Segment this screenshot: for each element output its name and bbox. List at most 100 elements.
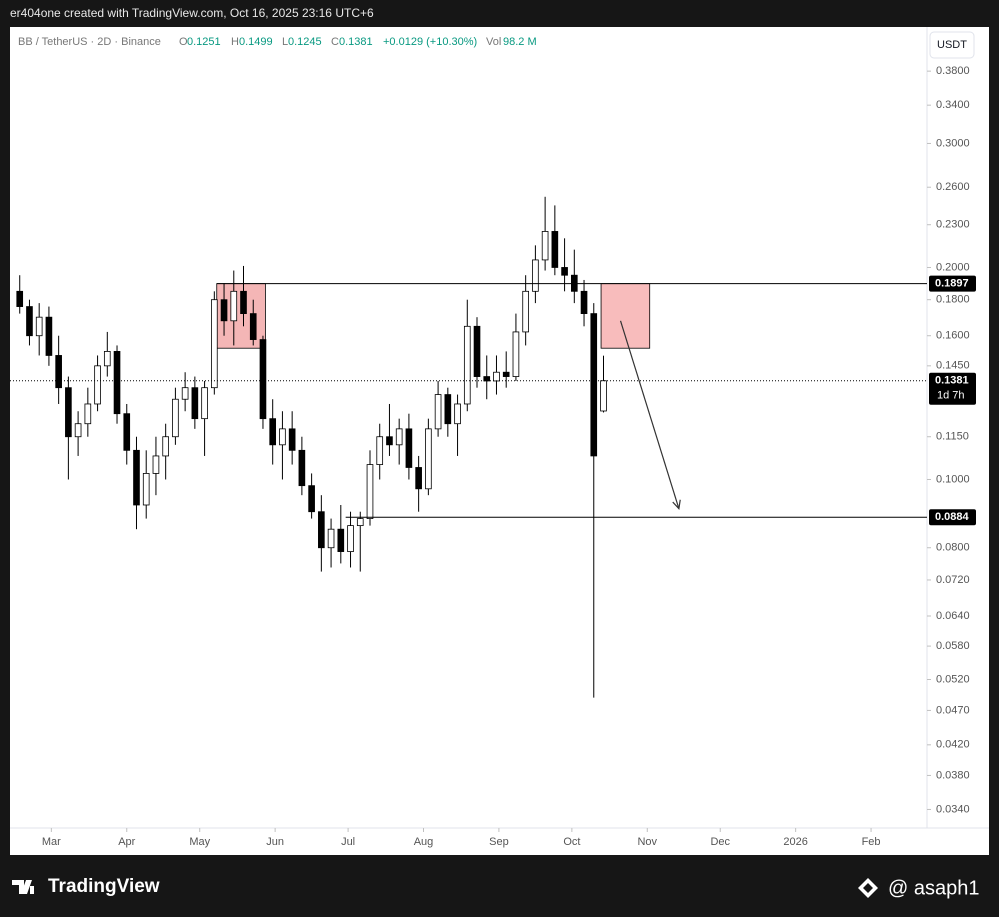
currency[interactable]: USDT <box>937 39 967 51</box>
candle-body <box>512 331 520 377</box>
candle-body <box>356 518 364 527</box>
candle-body <box>415 467 422 490</box>
footer: TradingView @ asaph1 <box>12 876 979 899</box>
author: @ asaph1 <box>888 877 979 899</box>
candle-body <box>366 464 374 519</box>
candle-body <box>230 290 238 322</box>
x-tick-label: Feb <box>862 836 881 848</box>
candle-body <box>288 428 296 451</box>
x-tick-label: 2026 <box>783 836 807 848</box>
h-value: 0.1499 <box>239 36 273 48</box>
y-tick-label: 0.1000 <box>936 473 970 485</box>
y-tick-label: 0.0420 <box>936 739 970 751</box>
candle-body <box>434 394 442 430</box>
candle-body <box>551 231 559 268</box>
o-value: 0.1251 <box>187 36 221 48</box>
candle-body <box>259 339 267 420</box>
y-tick-label: 0.0800 <box>936 542 970 554</box>
y-tick-label: 0.0470 <box>936 704 970 716</box>
o-label: O <box>179 36 188 48</box>
level-label: 0.0884 <box>935 511 970 523</box>
logo-icon <box>12 880 34 894</box>
plot: 0.3800 0.3400 0.3000 0.2600 0.2300 0.2000 0.18… <box>10 65 976 848</box>
candle-body <box>191 387 199 420</box>
c-label: C <box>331 36 339 48</box>
symbol: BB / TetherUS · 2D · Binance <box>18 36 161 48</box>
candle-body <box>249 313 257 340</box>
x-tick-label: Aug <box>414 836 434 848</box>
volume: 98.2 M <box>503 36 537 48</box>
y-tick-label: 0.0340 <box>936 803 970 815</box>
candle-body <box>84 403 92 425</box>
header-text: er404one created with TradingView.com, O… <box>10 6 374 20</box>
x-tick-label: Oct <box>563 836 580 848</box>
candle-body <box>522 290 529 333</box>
candle-body <box>454 403 461 425</box>
y-tick-label: 0.2000 <box>936 261 970 273</box>
candle-body <box>35 316 43 337</box>
candle-body <box>405 428 413 468</box>
level-label-bg <box>929 509 976 526</box>
y-tick-label: 0.2600 <box>936 181 970 193</box>
candle-body <box>240 290 247 315</box>
candle-body <box>483 376 491 382</box>
candle-body <box>162 436 169 457</box>
y-tick-label: 0.0520 <box>936 673 970 685</box>
logo-text: TradingView <box>48 876 160 897</box>
candle-body <box>123 413 131 451</box>
y-tick-label: 0.0720 <box>936 574 970 586</box>
candle-body <box>395 428 403 446</box>
candle-body <box>172 398 179 438</box>
candle-body <box>26 306 33 337</box>
y-tick-label: 0.0380 <box>936 769 970 781</box>
candle-body <box>279 428 286 446</box>
y-tick-label: 0.1450 <box>936 360 970 372</box>
volume-label: Vol <box>486 36 501 48</box>
y-tick-label: 0.3000 <box>936 137 970 149</box>
c-value: 0.1381 <box>339 36 373 48</box>
candle-body <box>600 380 607 412</box>
x-tick-label: Jul <box>341 836 355 848</box>
candle-body <box>113 351 121 415</box>
candle-body <box>210 299 218 389</box>
candle-body <box>318 511 325 549</box>
candle-body <box>337 528 345 552</box>
legend: BB / TetherUS · 2D · Binance O 0.1251 H … <box>18 36 537 48</box>
candle-body <box>580 290 588 315</box>
candle-body <box>220 299 228 322</box>
h-label: H <box>231 36 239 48</box>
candle-body <box>142 473 150 506</box>
chart-area <box>10 27 989 855</box>
candle-body <box>473 325 481 377</box>
currency-button[interactable] <box>929 31 975 59</box>
candle-body <box>502 371 510 377</box>
x-tick-label: Mar <box>42 836 61 848</box>
candle-body <box>347 525 354 552</box>
candle-body <box>45 316 53 356</box>
l-label: L <box>282 36 288 48</box>
candle-body <box>133 449 140 506</box>
candle-body <box>463 325 471 405</box>
candle-body <box>201 387 208 420</box>
candle-body <box>181 387 189 400</box>
y-tick-label: 0.0580 <box>936 640 970 652</box>
y-tick-label: 0.1150 <box>936 431 969 443</box>
x-tick-label: Nov <box>637 836 657 848</box>
candle-body <box>65 387 72 438</box>
level-label-bg <box>929 275 976 292</box>
arrow-head <box>672 499 681 510</box>
candle-body <box>444 394 452 425</box>
candle-body <box>103 351 111 367</box>
x-tick-label: Sep <box>489 836 509 848</box>
candle-body <box>532 259 539 292</box>
candle-body <box>55 355 62 389</box>
candle-body <box>376 436 384 465</box>
x-tick-label: May <box>189 836 210 848</box>
x-tick-label: Dec <box>710 836 730 848</box>
candle-body <box>493 371 500 382</box>
y-tick-label: 0.3800 <box>936 65 970 77</box>
y-tick-label: 0.1800 <box>936 294 970 306</box>
level-label: 0.1897 <box>935 278 969 290</box>
